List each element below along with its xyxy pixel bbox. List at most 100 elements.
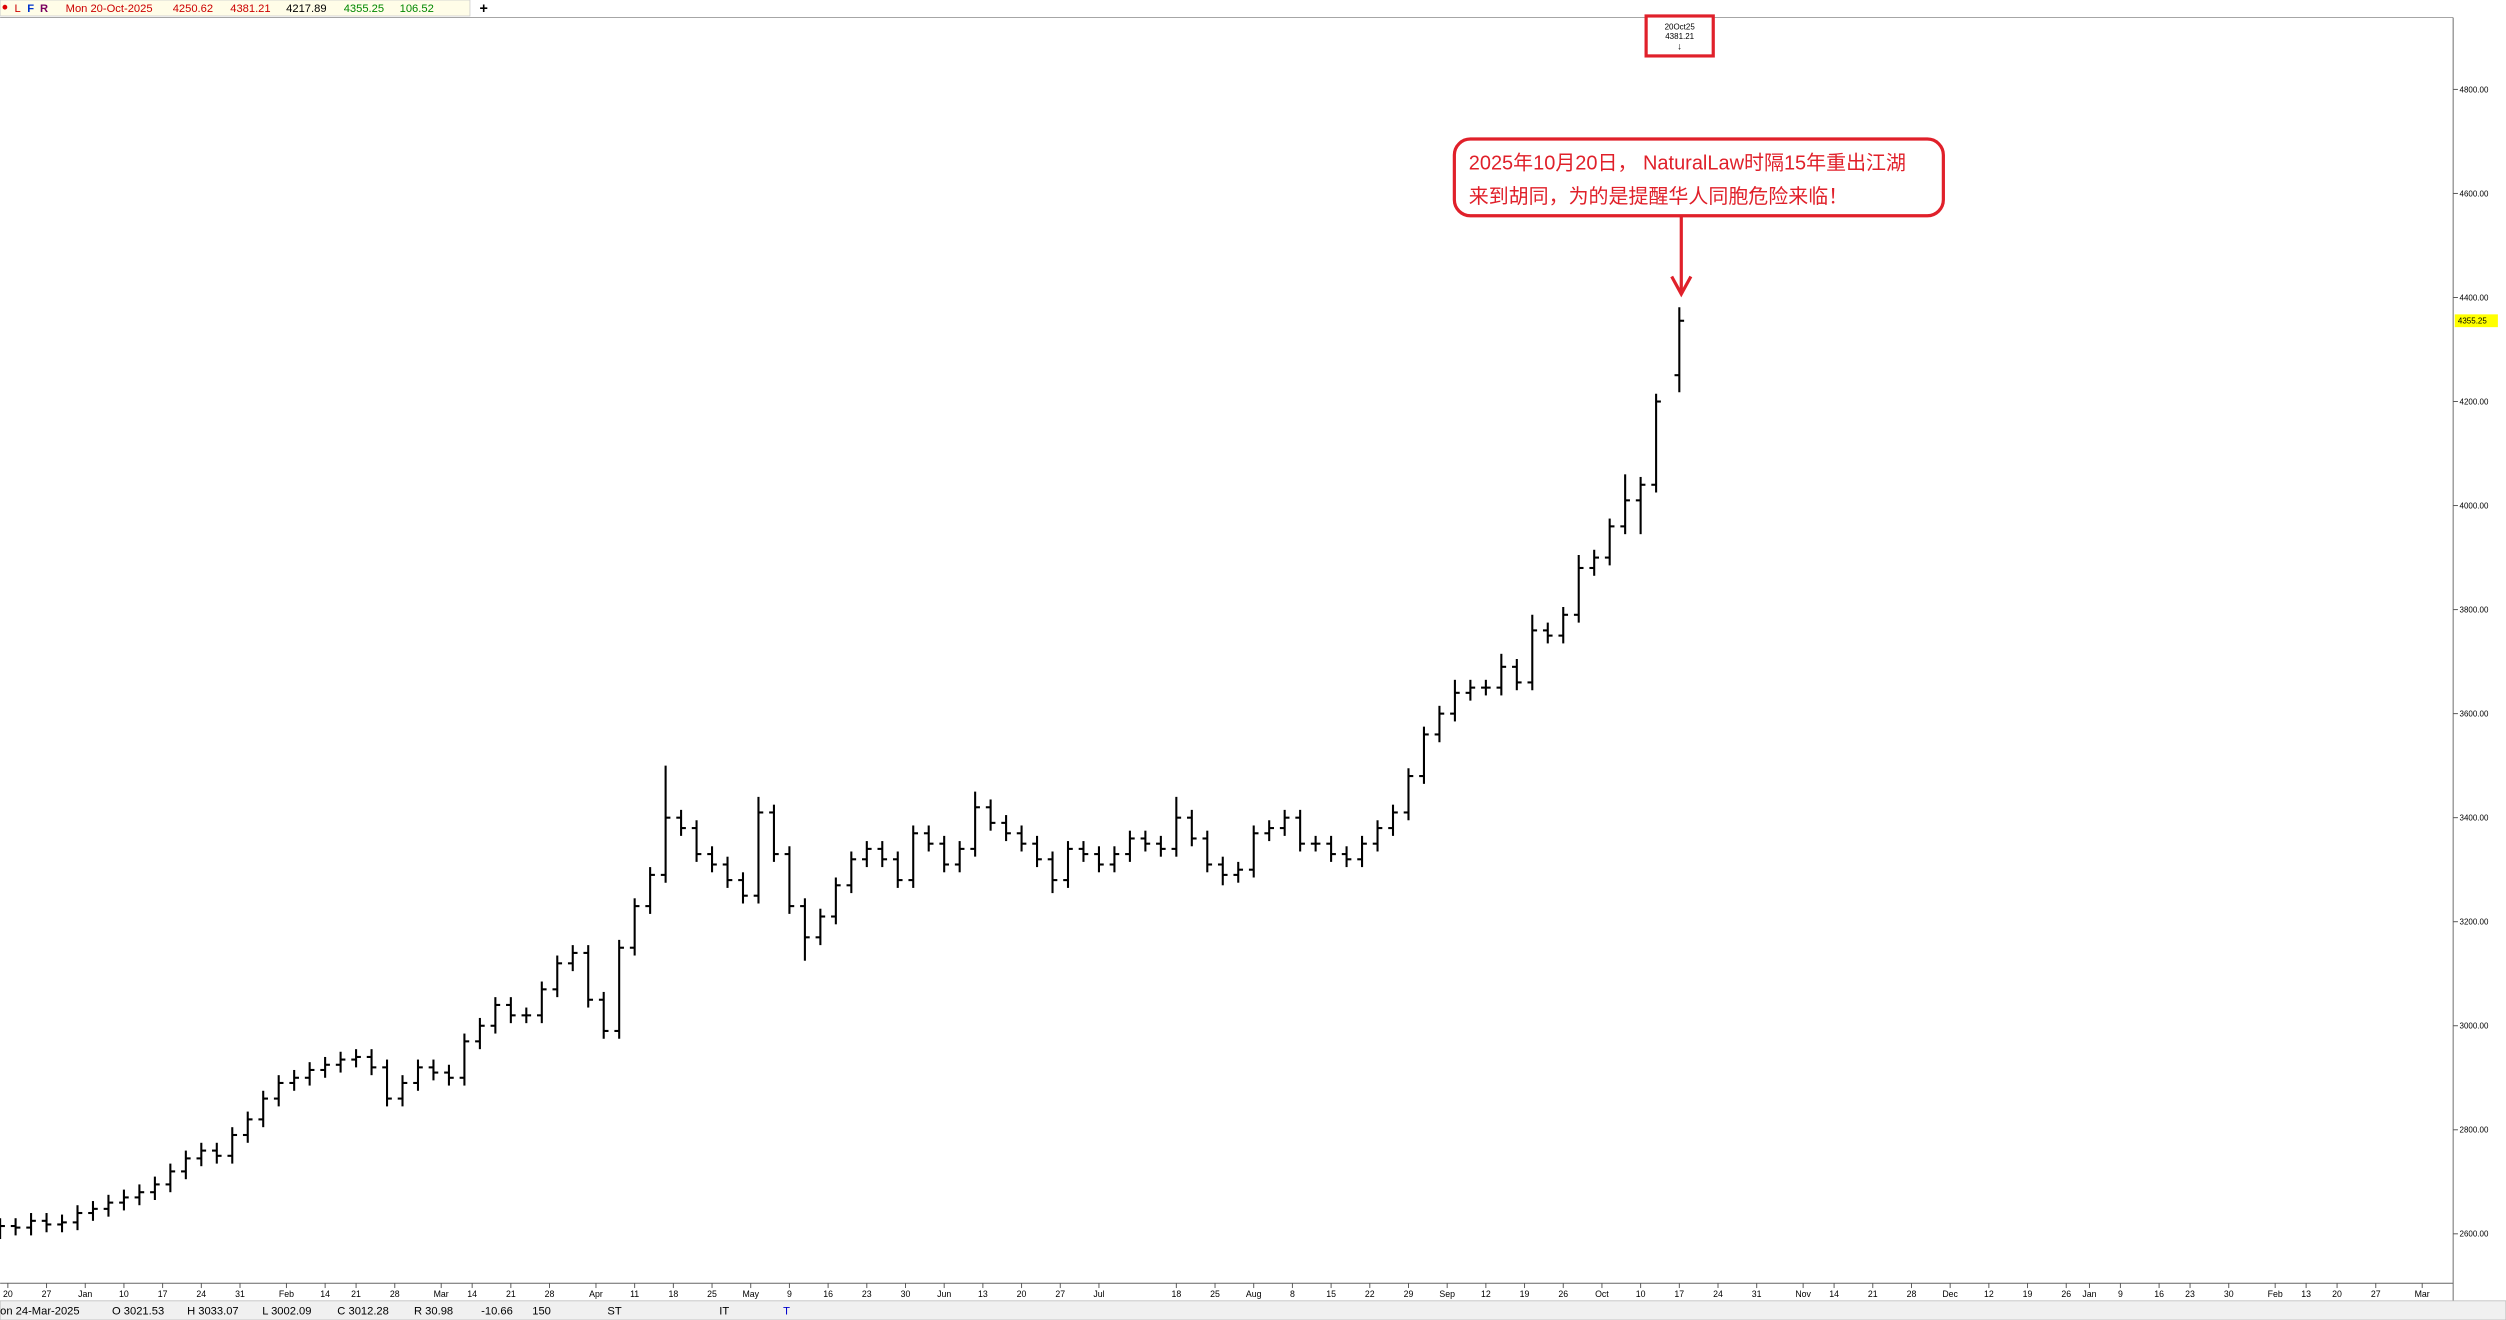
status-field[interactable]: ST — [607, 1305, 621, 1317]
marker-box — [1644, 14, 1715, 58]
ohlc-bar — [1063, 841, 1073, 888]
status-field[interactable]: IT — [719, 1305, 729, 1317]
header-low: 4217.89 — [286, 3, 326, 15]
ohlc-bar — [444, 1064, 454, 1086]
x-tick-label: 17 — [1674, 1289, 1684, 1299]
ohlc-bar — [1419, 726, 1429, 784]
ohlc-bar — [1341, 846, 1352, 868]
marker-arrow: ↓ — [1677, 42, 1682, 53]
x-tick-label: 8 — [1290, 1289, 1295, 1299]
ohlc-bar — [552, 955, 563, 998]
ohlc-bar — [351, 1049, 361, 1068]
ohlc-bar — [475, 1017, 485, 1050]
header-button[interactable]: R — [40, 3, 48, 15]
ohlc-bar — [211, 1142, 222, 1164]
x-tick-label: 9 — [787, 1289, 792, 1299]
ohlc-bar — [892, 851, 903, 888]
bar-marker: 20Oct25 4381.21 ↓ — [1644, 14, 1715, 58]
status-open: O 3021.53 — [112, 1305, 164, 1317]
ohlc-bar — [707, 846, 717, 873]
y-tick-label: 3400.00 — [2460, 814, 2489, 823]
ohlc-bar — [537, 981, 547, 1024]
y-tick-label: 4000.00 — [2460, 501, 2489, 510]
ohlc-bar — [413, 1059, 423, 1091]
ohlc-bar — [738, 872, 748, 904]
x-tick-label: 14 — [1829, 1289, 1839, 1299]
ohlc-bar — [506, 997, 516, 1024]
header-panel — [0, 0, 471, 17]
x-tick-label: 26 — [2061, 1289, 2071, 1299]
status-high: H 3033.07 — [187, 1305, 239, 1317]
header-change: 106.52 — [400, 3, 434, 15]
x-tick-label: 31 — [235, 1289, 245, 1299]
ohlc-bar — [335, 1051, 346, 1073]
status-dot — [2, 4, 8, 10]
ohlc-bar — [1434, 705, 1445, 743]
ohlc-bar — [1388, 804, 1398, 836]
ohlc-bar — [165, 1163, 176, 1193]
ohlc-bar — [1125, 830, 1135, 862]
x-tick-label: 28 — [545, 1289, 555, 1299]
ohlc-bar — [722, 856, 733, 888]
x-tick-label: 31 — [1752, 1289, 1762, 1299]
ohlc-bar — [397, 1075, 408, 1107]
x-tick-label: 14 — [467, 1289, 477, 1299]
ohlc-bar — [846, 851, 857, 894]
status-count: 150 — [532, 1305, 551, 1317]
ohlc-bar — [1372, 820, 1383, 852]
header-open: 4250.62 — [173, 3, 213, 15]
last-price-box — [2454, 314, 2498, 328]
ohlc-bar — [660, 765, 671, 883]
x-tick-label: 23 — [862, 1289, 872, 1299]
ohlc-bar — [769, 804, 779, 862]
ohlc-bar — [521, 1007, 532, 1024]
x-tick-label: 18 — [1171, 1289, 1181, 1299]
x-tick-label: 20 — [2332, 1289, 2342, 1299]
ohlc-bar — [1326, 835, 1336, 862]
ohlc-bar — [88, 1201, 98, 1221]
x-tick-label: Mar — [2415, 1289, 2430, 1299]
x-tick-label: 12 — [1481, 1289, 1491, 1299]
x-tick-label: 24 — [1713, 1289, 1723, 1299]
ohlc-bar — [57, 1214, 67, 1233]
y-tick-label: 3800.00 — [2460, 605, 2489, 614]
x-tick-label: 23 — [2185, 1289, 2195, 1299]
ohlc-bar — [985, 799, 996, 831]
x-tick-label: 28 — [390, 1289, 400, 1299]
ohlc-bar — [862, 841, 872, 868]
x-tick-label: 25 — [1210, 1289, 1220, 1299]
marker-date: 20Oct25 — [1665, 23, 1696, 32]
ohlc-bar — [831, 877, 841, 925]
x-tick-label: 14 — [320, 1289, 330, 1299]
x-tick-label: 27 — [42, 1289, 52, 1299]
ohlc-bar — [150, 1176, 160, 1201]
status-field[interactable]: T — [783, 1305, 790, 1317]
ohlc-bar — [1078, 841, 1089, 862]
x-tick-label: Feb — [2268, 1289, 2283, 1299]
header-high: 4381.21 — [230, 3, 270, 15]
y-tick-label: 4200.00 — [2460, 397, 2489, 406]
ohlc-bar — [320, 1056, 330, 1078]
y-tick-label: 4400.00 — [2460, 293, 2489, 302]
x-tick-label: Mar — [434, 1289, 449, 1299]
x-tick-label: 16 — [2154, 1289, 2164, 1299]
y-tick-label: 2800.00 — [2460, 1126, 2489, 1135]
new-tab[interactable]: + — [480, 1, 488, 17]
ohlc-bar — [1403, 768, 1414, 821]
status-range: R 30.98 — [414, 1305, 453, 1317]
header-button[interactable]: L — [15, 3, 21, 15]
x-tick-label: Jan — [78, 1289, 92, 1299]
ohlc-bar — [366, 1049, 377, 1076]
y-tick-label: 4800.00 — [2460, 85, 2489, 94]
ohlc-bar — [1094, 846, 1104, 873]
annotation: 2025年10月20日， NaturalLaw时隔15年重出江湖 来到胡同，为的… — [1452, 137, 1945, 298]
ohlc-bar — [1674, 307, 1685, 393]
plot: 2600.00 2800.00 3000.00 3200.00 3400.00 3600.… — [0, 85, 2498, 1299]
header-button[interactable]: F — [27, 3, 34, 15]
x-tick-label: Aug — [1246, 1289, 1262, 1299]
ohlc-bar — [119, 1189, 129, 1211]
last-price-label: 4355.25 — [2458, 317, 2487, 326]
ohlc-bar — [614, 939, 624, 1039]
ohlc-bar — [800, 898, 810, 961]
x-tick-label: 24 — [196, 1289, 206, 1299]
